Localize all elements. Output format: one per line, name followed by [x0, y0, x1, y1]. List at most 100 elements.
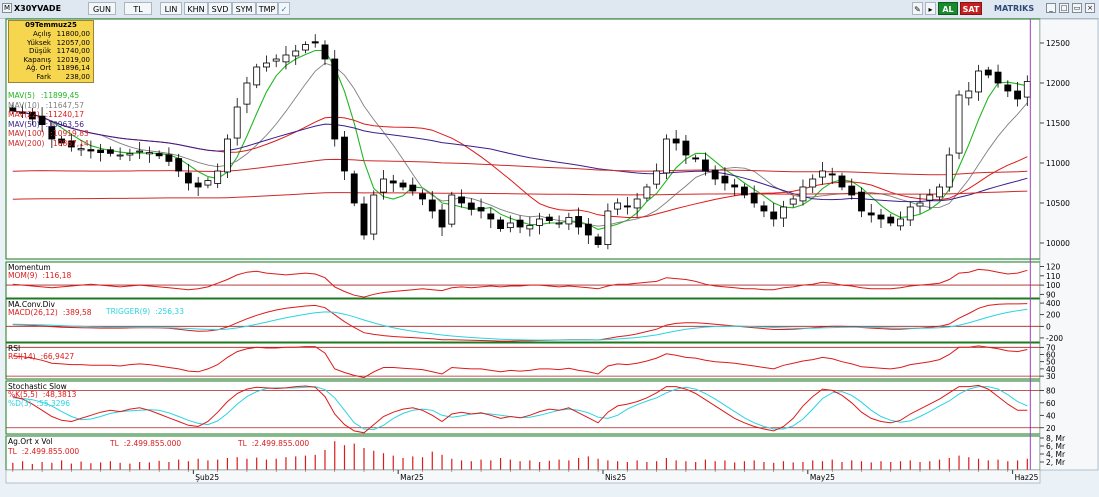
chart-canvas: 12500 12000 11500 11000 10500 10000 1201101009…	[5, 18, 1099, 484]
candle-body	[194, 182, 202, 188]
candle-body	[467, 202, 475, 210]
indicator-tick-label: 0	[1046, 322, 1051, 331]
restore-icon[interactable]: ▭	[1072, 3, 1082, 13]
series-name: MAV(50)	[8, 119, 40, 129]
candle-body	[789, 198, 797, 205]
series-name: MAV(22)	[8, 110, 40, 120]
candle-body	[711, 169, 719, 180]
series-value: :10963,56	[45, 119, 84, 129]
bird-icon[interactable]: ✓	[278, 2, 290, 15]
mav-legend-item: MAV(100):10919,83	[8, 129, 89, 138]
indicator-tick-label: 80	[1046, 386, 1056, 395]
candle-body	[614, 202, 622, 210]
panel-frame	[5, 298, 1041, 343]
candle-body	[633, 198, 641, 209]
candle-body	[838, 175, 846, 188]
indicator-tick-label: 200	[1046, 311, 1061, 320]
price-tick-label: 11500	[1046, 119, 1070, 128]
candle-body	[497, 219, 504, 230]
mav-legend-item: MAV(22):11240,17	[8, 110, 84, 119]
candle-body	[545, 216, 553, 222]
currency-button[interactable]: TL	[124, 2, 152, 15]
candle-body	[799, 186, 807, 202]
series-name: MAV(5)	[8, 91, 35, 100]
candle-body	[731, 184, 739, 188]
price-axis-strip	[1039, 18, 1099, 471]
candle-body	[272, 58, 280, 62]
sym-button[interactable]: SYM	[232, 2, 256, 15]
indicator-title: Ag.Ort x Vol	[8, 437, 53, 446]
svd-button[interactable]: SVD	[208, 2, 232, 15]
candle-body	[224, 138, 231, 173]
ohlc-label: Düşük	[29, 47, 51, 56]
candle-body	[672, 138, 680, 144]
time-tick-label: Mar25	[400, 473, 424, 482]
ohlc-value: 11740,00	[56, 47, 90, 56]
indicator-legend-item: RSI(14):66,9427	[8, 352, 74, 361]
brand-logo: MATRIKS	[994, 4, 1035, 13]
candle-body	[584, 223, 592, 236]
series-name: MAV(10)	[8, 100, 40, 110]
candle-body	[399, 182, 407, 188]
candle-body	[48, 126, 56, 140]
candle-body	[809, 178, 817, 188]
candle-body	[19, 111, 27, 114]
candle-body	[682, 140, 690, 156]
candle-body	[555, 222, 563, 225]
symbol-label[interactable]: X30YVADE	[14, 4, 62, 13]
maximize-icon[interactable]: □	[1059, 3, 1069, 13]
candle-body	[165, 154, 173, 162]
series-name: MAV(200)	[8, 139, 45, 148]
price-tick-label: 12500	[1046, 39, 1070, 48]
minimize-icon[interactable]: _	[1046, 3, 1056, 13]
candle-body	[741, 186, 748, 196]
candle-body	[67, 140, 75, 148]
indicator-tick-label: 70	[1046, 343, 1056, 352]
period-button[interactable]: GUN	[88, 2, 116, 15]
candle-body	[58, 138, 66, 144]
indicator-legend-name: MOM(9)	[8, 271, 38, 280]
indicator-legend-item: TL:2.499.855.000	[238, 439, 309, 448]
candle-body	[516, 219, 524, 228]
sell-button[interactable]: SAT	[960, 2, 982, 15]
toolbar: M X30YVADE GUN TL LIN KHN SVD SYM TMP ✓ …	[0, 0, 1099, 19]
indicator-legend-value: :2.499.855.000	[123, 439, 182, 448]
indicator-legend-value: :256,33	[155, 307, 184, 316]
indicator-legend-item: TL:2.499.855.000	[8, 447, 79, 456]
candle-body	[350, 173, 358, 204]
candle-body	[994, 71, 1002, 84]
candle-body	[858, 191, 865, 212]
candle-body	[389, 180, 397, 184]
candle-body	[116, 154, 124, 157]
ohlc-value: 11896,14	[56, 64, 90, 73]
style-button[interactable]: KHN	[184, 2, 208, 15]
indicator-title: RSI	[8, 344, 21, 353]
pencil-icon[interactable]: ✎	[912, 2, 923, 15]
candle-body	[906, 206, 914, 221]
indicator-tick-label: 400	[1046, 299, 1061, 308]
ohlc-label: Kapanış	[23, 55, 51, 64]
candle-body	[526, 224, 534, 230]
candle-body	[965, 90, 973, 99]
candle-body	[506, 222, 514, 229]
ohlc-row-close: Kapanış 12019,00	[9, 56, 93, 65]
candle-body	[936, 186, 943, 198]
candle-body	[623, 205, 631, 208]
time-tick-label: Haz25	[1015, 473, 1039, 482]
menu-icon[interactable]: M	[2, 3, 12, 13]
candle-body	[28, 112, 36, 120]
indicator-line	[12, 345, 1028, 379]
ohlc-label: Açılış	[33, 30, 51, 38]
candle-body	[370, 194, 378, 235]
template-button[interactable]: TMP	[256, 2, 278, 15]
buy-button[interactable]: AL	[938, 2, 958, 15]
series-value: :10919,83	[50, 129, 89, 139]
candle-body	[487, 213, 495, 220]
expand-icon[interactable]: ▸	[925, 2, 936, 15]
ohlc-row-diff: Fark 238,00	[9, 73, 93, 82]
ohlc-value: 11800,00	[56, 30, 90, 38]
close-icon[interactable]: ×	[1085, 3, 1095, 13]
candle-body	[750, 192, 758, 204]
scale-button[interactable]: LIN	[160, 2, 182, 15]
indicator-legend-name: TL	[110, 439, 119, 448]
